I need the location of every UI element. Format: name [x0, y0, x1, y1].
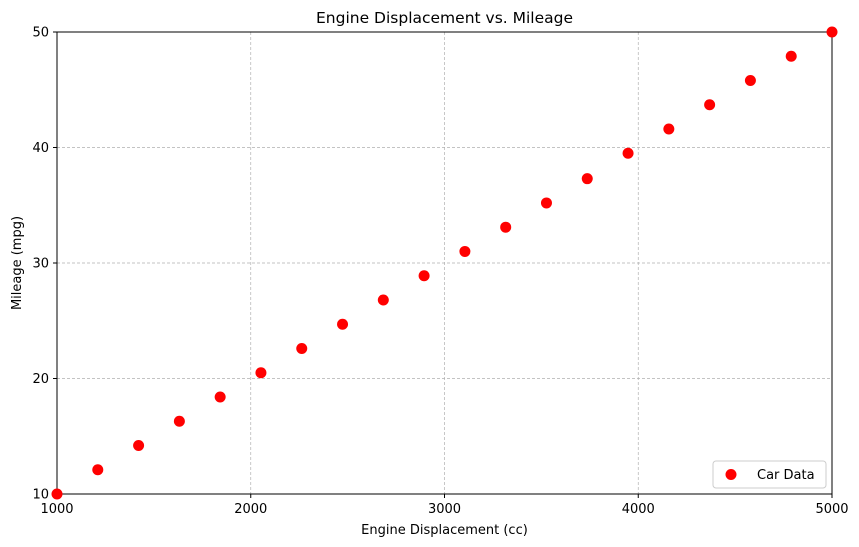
data-point — [173, 415, 185, 427]
y-tick-label: 40 — [32, 141, 49, 156]
data-point — [418, 270, 430, 282]
data-point — [296, 342, 308, 354]
data-point — [133, 439, 145, 451]
data-point — [92, 464, 104, 476]
data-point — [744, 75, 756, 87]
y-tick-label: 50 — [32, 26, 49, 41]
y-tick-label: 10 — [32, 488, 49, 503]
x-tick-label: 5000 — [815, 502, 848, 517]
axis-ticks: 1000 2000 3000 4000 5000 10 20 30 40 50 — [32, 26, 848, 518]
legend-box — [712, 460, 827, 489]
x-tick-label: 2000 — [234, 502, 267, 517]
data-points — [51, 26, 838, 500]
data-point — [581, 173, 593, 185]
data-point — [704, 99, 716, 111]
data-point — [337, 318, 349, 330]
legend-label: Car Data — [757, 468, 815, 483]
x-tick-label: 1000 — [40, 502, 73, 517]
data-point — [500, 221, 512, 233]
data-point — [51, 488, 63, 500]
y-tick-label: 30 — [32, 257, 49, 272]
legend-marker — [725, 469, 737, 480]
data-point — [622, 147, 634, 159]
legend: Car Data — [712, 460, 827, 489]
y-tick-label: 20 — [32, 372, 49, 387]
chart-title: Engine Displacement vs. Mileage — [316, 9, 573, 27]
x-axis-label: Engine Displacement (cc) — [361, 523, 528, 538]
data-point — [255, 367, 267, 379]
x-tick-label: 3000 — [428, 502, 461, 517]
data-point — [826, 26, 838, 38]
grid-lines — [56, 31, 833, 495]
data-point — [459, 245, 471, 257]
data-point — [214, 391, 226, 403]
data-point — [785, 50, 797, 62]
data-point — [663, 123, 675, 135]
data-point — [540, 197, 552, 209]
y-axis-label: Mileage (mpg) — [10, 216, 25, 310]
x-tick-label: 4000 — [622, 502, 655, 517]
data-point — [377, 294, 389, 306]
